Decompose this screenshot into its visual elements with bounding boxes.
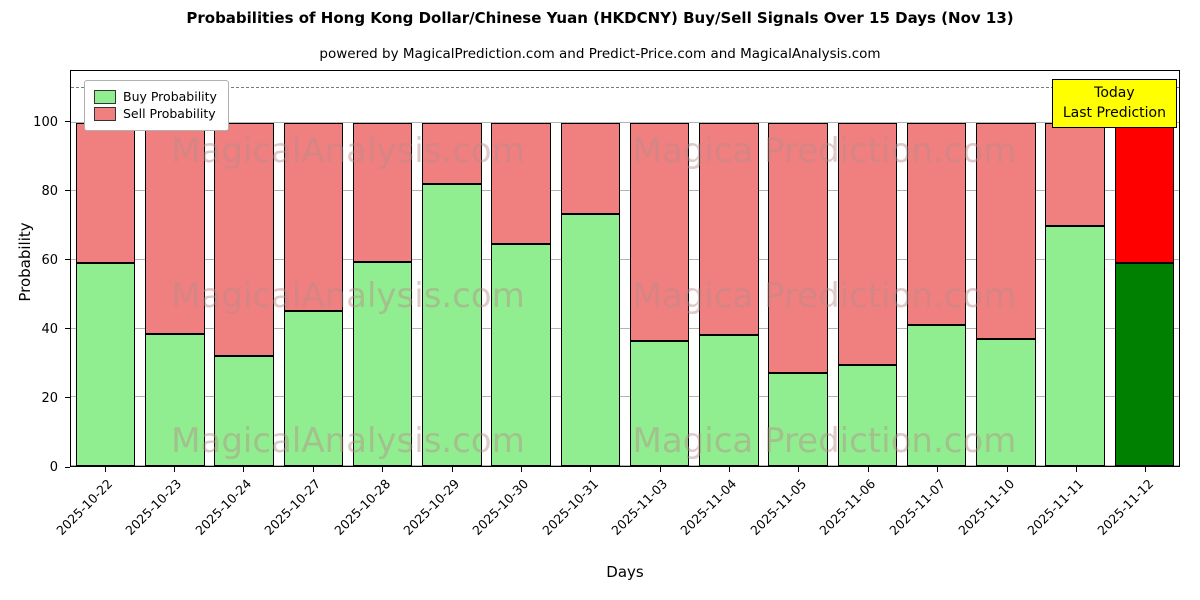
x-axis-label: Days: [606, 563, 644, 581]
y-tick-label: 20: [41, 390, 58, 406]
sell-bar: [1045, 122, 1105, 226]
today-annotation-box: Today Last Prediction: [1051, 79, 1177, 128]
buy-bar: [560, 213, 621, 466]
sell-bar: [352, 122, 413, 262]
y-tick-mark: [65, 121, 70, 123]
sell-swatch-icon: [94, 106, 116, 121]
y-tick-mark: [65, 328, 70, 330]
x-tick-mark: [520, 467, 522, 472]
sell-bar: [699, 122, 759, 336]
sell-bar: [491, 122, 551, 245]
x-tick-mark: [729, 467, 731, 472]
buy-bar: [837, 364, 898, 466]
chart-title: Probabilities of Hong Kong Dollar/Chines…: [186, 9, 1014, 27]
y-tick-mark: [65, 397, 70, 399]
buy-bar: [629, 340, 690, 466]
gridline: [71, 258, 1179, 260]
sell-bar: [75, 122, 136, 264]
gridline: [71, 327, 1179, 329]
buy-bar: [145, 333, 205, 466]
gridline: [71, 121, 1179, 123]
y-tick-label: 40: [41, 321, 58, 337]
x-tick-mark: [867, 467, 869, 472]
gridline: [71, 190, 1179, 192]
buy-bar: [1045, 225, 1105, 466]
y-tick-label: 100: [33, 114, 58, 130]
sell-bar: [283, 122, 344, 312]
sell-bar: [214, 122, 274, 357]
sell-bar: [145, 122, 205, 334]
chart-subtitle: powered by MagicalPrediction.com and Pre…: [319, 46, 881, 62]
y-tick-label: 0: [49, 460, 58, 475]
x-tick-mark: [659, 467, 661, 472]
sell-bar: [906, 122, 967, 326]
plot-area: MagicalAnalysis.com Magica Prediction.co…: [70, 70, 1180, 467]
sell-bar: [422, 122, 482, 185]
legend: Buy Probability Sell Probability: [84, 80, 229, 131]
buy-bar: [352, 261, 413, 466]
buy-bar: [1114, 263, 1175, 466]
annotation-line2: Last Prediction: [1062, 105, 1166, 122]
x-tick-mark: [1075, 467, 1077, 472]
legend-item-sell: Sell Probability: [94, 106, 217, 121]
y-tick-label: 80: [41, 183, 58, 199]
annotation-line1: Today: [1094, 85, 1135, 101]
buy-bar: [214, 356, 274, 466]
gridline: [71, 396, 1179, 398]
x-tick-mark: [451, 467, 453, 472]
x-tick-mark: [798, 467, 800, 472]
gridline: [71, 465, 1179, 466]
x-tick-mark: [1006, 467, 1008, 472]
x-tick-mark: [382, 467, 384, 472]
sell-bar: [560, 122, 621, 214]
legend-label-sell: Sell Probability: [123, 106, 216, 121]
buy-bar: [422, 184, 482, 466]
x-tick-mark: [243, 467, 245, 472]
buy-bar: [976, 338, 1036, 466]
buy-bar: [906, 325, 967, 466]
buy-bar: [283, 311, 344, 466]
threshold-dashed-line: [71, 87, 1179, 89]
y-tick-mark: [65, 466, 70, 468]
buy-bar: [768, 373, 828, 466]
buy-swatch-icon: [94, 89, 116, 104]
sell-bar: [976, 122, 1036, 339]
y-tick-label: 60: [41, 252, 58, 268]
x-tick-mark: [937, 467, 939, 472]
y-tick-mark: [65, 259, 70, 261]
x-tick-mark: [104, 467, 106, 472]
sell-bar: [629, 122, 690, 341]
sell-bar: [768, 122, 828, 374]
x-tick-mark: [312, 467, 314, 472]
sell-bar: [837, 122, 898, 365]
buy-bar: [75, 263, 136, 466]
y-tick-mark: [65, 190, 70, 192]
legend-label-buy: Buy Probability: [123, 89, 217, 104]
sell-bar: [1114, 122, 1175, 264]
x-tick-mark: [174, 467, 176, 472]
x-tick-mark: [1145, 467, 1147, 472]
buy-bar: [699, 335, 759, 466]
y-axis: 0 20 40 60 80 100: [0, 70, 70, 475]
legend-item-buy: Buy Probability: [94, 89, 217, 104]
x-axis: 2025-10-22 2025-10-23 2025-10-24 2025-10-27…: [53, 467, 1180, 562]
x-tick-mark: [590, 467, 592, 472]
buy-bar: [491, 244, 551, 466]
